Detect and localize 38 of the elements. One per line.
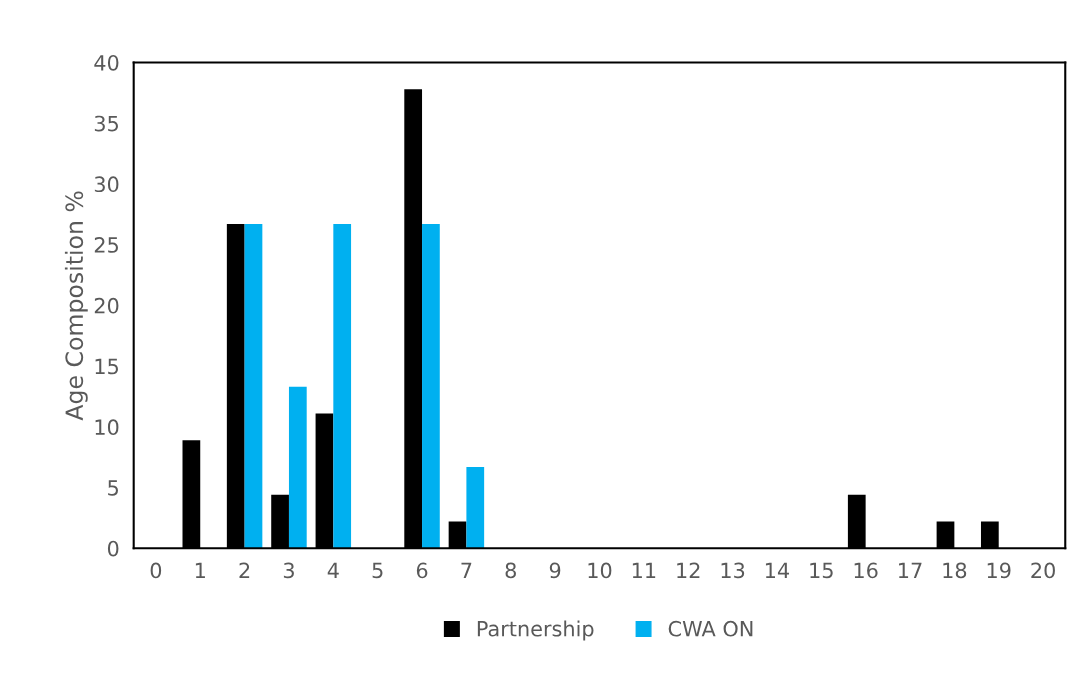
y-tick-label: 25 [94, 237, 118, 253]
y-tick-label: 30 [94, 176, 119, 193]
y-axis-title: Age Composition % [64, 191, 88, 421]
legend-label: CWA ON [668, 620, 753, 637]
y-tick-label: 0 [107, 540, 119, 557]
x-tick-label: 9 [549, 562, 561, 579]
x-tick-label: 2 [239, 562, 250, 578]
x-tick-label: 19 [987, 562, 1011, 579]
bar [244, 223, 263, 549]
x-tick-label: 10 [588, 562, 612, 579]
x-tick-label: 0 [150, 562, 162, 579]
x-tick-label: 4 [327, 562, 339, 578]
x-tick-label: 17 [899, 562, 922, 578]
x-tick-label: 6 [416, 562, 428, 579]
x-tick-label: 15 [810, 562, 833, 579]
y-tick-label: 5 [108, 480, 118, 496]
y-tick-label: 10 [95, 419, 119, 436]
x-tick-label: 14 [765, 562, 790, 578]
y-tick-label: 15 [95, 358, 118, 375]
y-tick-label: 35 [94, 115, 118, 132]
x-tick-label: 11 [632, 562, 656, 578]
bar [466, 466, 485, 549]
x-tick-label: 13 [721, 562, 745, 579]
y-tick-label: 40 [94, 54, 119, 71]
bar [422, 223, 440, 549]
x-tick-label: 1 [195, 562, 205, 578]
x-tick-label: 7 [461, 562, 472, 578]
x-tick-label: 20 [1031, 562, 1055, 579]
y-tick-label: 20 [94, 297, 119, 314]
bar [288, 386, 307, 549]
x-tick-label: 12 [677, 562, 700, 578]
x-tick-label: 16 [854, 562, 878, 579]
x-tick-label: 5 [372, 562, 383, 579]
legend-label: Partnership [477, 620, 594, 641]
x-tick-label: 18 [943, 562, 967, 579]
x-tick-label: 3 [283, 562, 294, 579]
x-tick-label: 8 [505, 562, 516, 579]
bar [333, 223, 352, 549]
